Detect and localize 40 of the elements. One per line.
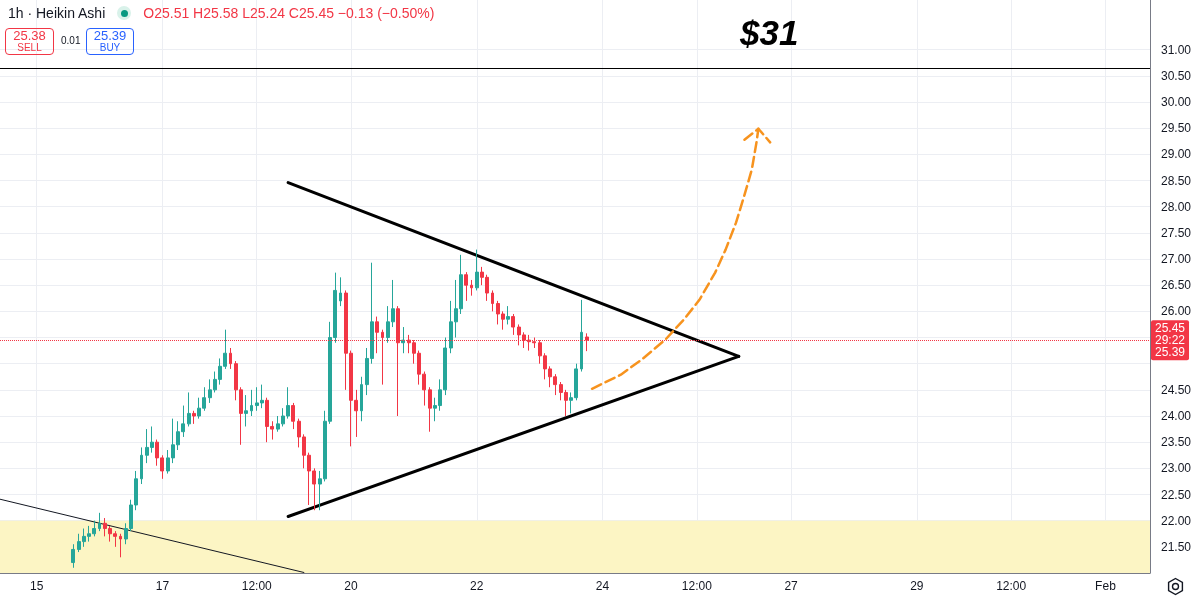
y-tick-label: 23.00 — [1161, 461, 1192, 476]
buy-button: 25.39 BUY — [86, 28, 134, 55]
x-tick-label: 12:00 — [681, 579, 713, 593]
annotation: SELL — [17, 41, 42, 54]
x-tick-label: 15 — [29, 579, 44, 593]
y-tick-label: 21.50 — [1161, 539, 1192, 554]
annotation: BUY — [99, 41, 121, 54]
y-tick-label: 26.50 — [1161, 278, 1192, 293]
ref-line-label: 25.45 29:22 25.39 — [1155, 321, 1186, 360]
annotation: 25.38 — [13, 27, 46, 43]
x-tick-label: 12:00 — [241, 579, 273, 593]
y-tick-label: 24.00 — [1161, 409, 1192, 424]
x-tick-label: 29 — [910, 579, 924, 593]
y-tick-label: 27.00 — [1161, 252, 1192, 267]
x-tick-label: 12:00 — [996, 579, 1027, 593]
x-tick-label: 20 — [344, 579, 359, 593]
x-tick-label: 24 — [595, 579, 610, 593]
x-tick-label: 27 — [784, 579, 799, 593]
chart-subtitle: O25.51 H25.58 L25.24 C25.45 −0.13 (−0.50%) — [143, 5, 435, 21]
chart-title: 1h · Heikin Ashi — [8, 5, 106, 21]
x-tick-label: Feb — [1095, 579, 1117, 593]
y-tick-label: 23.50 — [1161, 435, 1192, 450]
y-tick-label: 30.50 — [1161, 68, 1192, 83]
y-tick-label: 30.00 — [1161, 95, 1192, 110]
y-tick-label: 22.50 — [1161, 487, 1192, 502]
y-tick-label: 26.00 — [1161, 304, 1192, 319]
y-tick-label: 29.00 — [1161, 147, 1192, 162]
annotation: $31 — [740, 13, 799, 52]
annotation: 0.01 — [61, 35, 81, 46]
y-tick-label: 24.50 — [1161, 382, 1192, 397]
x-tick-label: 17 — [155, 579, 170, 593]
annotation: 25.39 — [93, 27, 127, 43]
x-tick-label: 22 — [470, 579, 484, 593]
y-tick-label: 28.50 — [1161, 173, 1192, 188]
y-tick-label: 27.50 — [1161, 225, 1192, 240]
y-tick-label: 28.00 — [1161, 199, 1192, 214]
y-tick-label: 29.50 — [1161, 121, 1192, 136]
sell-button: 25.38 SELL — [5, 28, 54, 55]
y-tick-label: 31.00 — [1161, 42, 1192, 57]
y-tick-label: 22.00 — [1161, 513, 1192, 528]
